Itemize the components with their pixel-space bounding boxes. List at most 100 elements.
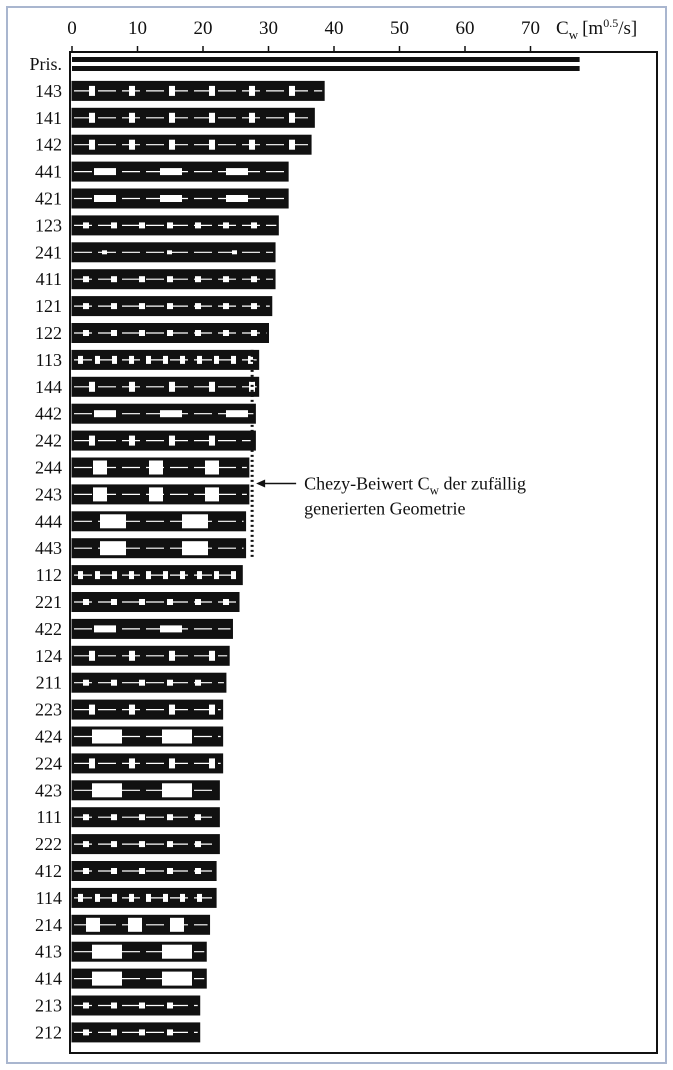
category-label: 122	[35, 323, 62, 343]
bar-111	[71, 807, 220, 828]
bar-body	[71, 807, 220, 828]
category-label: 424	[35, 727, 62, 747]
category-label: 221	[35, 592, 62, 612]
bar-124	[71, 645, 230, 666]
x-axis-label: Cw [m0.5/s]	[556, 16, 637, 42]
category-label: 121	[35, 296, 62, 316]
bar-gap	[139, 841, 145, 848]
bar-443	[71, 538, 247, 559]
annotation-text-line1: Chezy-Beiwert Cw der zufällig	[304, 474, 526, 498]
bar-441	[71, 161, 289, 182]
category-label: 113	[36, 350, 62, 370]
category-label: 222	[35, 834, 62, 854]
bar-gap	[226, 410, 248, 418]
bar-112	[71, 565, 243, 586]
x-tick-label: 30	[259, 18, 278, 39]
bar-211	[71, 672, 227, 693]
bar-gap	[139, 599, 145, 605]
bar-gap	[163, 355, 168, 364]
bar-gap	[139, 330, 145, 336]
category-label: 442	[35, 404, 62, 424]
bars	[71, 57, 580, 1043]
category-label: 143	[35, 81, 62, 101]
category-label: 243	[35, 484, 62, 504]
bar-244	[71, 457, 250, 478]
bar-gap	[214, 355, 219, 364]
category-label: 212	[35, 1022, 62, 1042]
category-label: 411	[36, 269, 62, 289]
bar-214	[71, 914, 211, 935]
bar-gap	[86, 917, 100, 932]
category-labels: Pris. 143 141 142 441 421 123 241 411 121 122 113 14…	[29, 54, 62, 1042]
bar-424	[71, 726, 224, 747]
plot-area-border	[69, 51, 658, 1054]
bar-143	[71, 80, 325, 101]
category-label: 214	[35, 915, 62, 935]
bar-413	[71, 941, 207, 962]
x-tick-label: 10	[128, 18, 147, 39]
category-label: 244	[35, 458, 62, 478]
category-label: 223	[35, 700, 62, 720]
bar-123	[71, 215, 279, 236]
bar-gap	[139, 1002, 145, 1009]
arrow-head-icon	[256, 479, 266, 488]
bar-gap	[95, 571, 100, 580]
bar-stripe	[72, 66, 580, 71]
bar-141	[71, 107, 315, 128]
figure-frame	[6, 6, 667, 1064]
bar-gap	[226, 168, 248, 176]
category-label: 414	[35, 969, 62, 989]
x-tick-label: 60	[456, 18, 475, 39]
bar-224	[71, 753, 224, 774]
bar-gap	[139, 303, 145, 310]
category-label: 412	[35, 861, 62, 881]
annotation: Chezy-Beiwert Cw der zufälliggenerierten…	[250, 349, 526, 559]
category-label: 441	[35, 162, 62, 182]
bar-221	[71, 592, 240, 612]
bar-144	[71, 376, 260, 397]
x-tick-label: 70	[521, 18, 540, 39]
category-label: 421	[35, 189, 62, 209]
bar-Pris.	[72, 57, 580, 71]
bar-gap	[139, 814, 145, 821]
bar-gap	[226, 195, 248, 202]
bar-421	[71, 188, 289, 209]
x-axis: 0 10 20 30 40 50 60 70 Cw [m0.5/s]	[67, 16, 658, 1054]
bar-222	[71, 834, 220, 855]
bar-223	[71, 699, 224, 720]
bar-gap	[139, 868, 145, 874]
bar-body	[71, 834, 220, 855]
bar-gap	[95, 893, 100, 902]
bar-411	[71, 269, 276, 290]
bar-114	[71, 887, 217, 908]
bar-gap	[139, 276, 145, 283]
bar-442	[71, 403, 256, 424]
category-label: 141	[35, 108, 62, 128]
category-label: 114	[36, 888, 62, 908]
bar-gap	[139, 679, 145, 686]
category-label: 444	[35, 511, 62, 531]
bar-121	[71, 296, 273, 317]
category-label: 413	[35, 942, 62, 962]
category-label: 144	[35, 377, 62, 397]
bar-212	[71, 1022, 201, 1043]
x-tick-label: 20	[194, 18, 213, 39]
category-label: 211	[36, 673, 62, 693]
category-label: Pris.	[29, 54, 62, 74]
bar-gap	[163, 893, 168, 902]
bar-gap	[139, 1029, 145, 1036]
category-label: 422	[35, 619, 62, 639]
category-label: 112	[36, 565, 62, 585]
category-label: 123	[35, 215, 62, 235]
bar-423	[71, 780, 220, 801]
annotation-text-line2: generierten Geometrie	[304, 499, 465, 519]
bar-gap	[209, 139, 215, 150]
bar-414	[71, 968, 207, 989]
category-label: 142	[35, 135, 62, 155]
category-label: 224	[35, 753, 62, 773]
bar-213	[71, 995, 201, 1016]
bar-gap	[139, 222, 145, 229]
bar-gap	[167, 250, 172, 255]
x-tick-label: 0	[67, 18, 77, 39]
